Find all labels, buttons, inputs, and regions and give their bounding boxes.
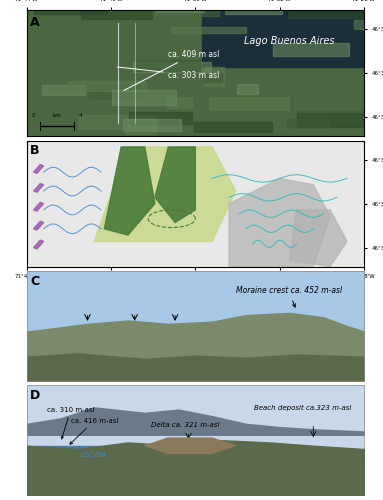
Text: km: km [53,113,62,118]
Polygon shape [34,240,44,249]
FancyBboxPatch shape [68,82,146,91]
Text: D: D [30,389,41,402]
FancyBboxPatch shape [42,85,85,95]
FancyBboxPatch shape [297,110,381,126]
Text: B: B [30,144,40,158]
Text: LGC/BA: LGC/BA [81,452,107,458]
FancyBboxPatch shape [136,60,200,70]
FancyBboxPatch shape [287,119,328,126]
FancyBboxPatch shape [273,44,349,56]
Text: Delta ca. 321 m-asl: Delta ca. 321 m-asl [151,422,219,428]
FancyBboxPatch shape [123,118,181,132]
Polygon shape [34,221,44,230]
FancyBboxPatch shape [209,96,289,110]
Text: Moraine crest ca. 452 m-asl: Moraine crest ca. 452 m-asl [236,286,342,307]
FancyBboxPatch shape [81,4,152,19]
FancyBboxPatch shape [171,26,246,33]
FancyBboxPatch shape [112,90,176,105]
FancyBboxPatch shape [133,62,211,72]
Text: Beach deposit ca.323 m-asl: Beach deposit ca.323 m-asl [254,404,352,410]
FancyBboxPatch shape [237,84,258,94]
FancyBboxPatch shape [153,2,219,16]
FancyBboxPatch shape [298,100,375,112]
Text: C: C [30,274,39,287]
Text: 4: 4 [79,113,82,118]
FancyBboxPatch shape [88,86,141,98]
Polygon shape [229,178,330,266]
FancyBboxPatch shape [194,122,272,132]
Text: A: A [30,16,40,30]
FancyBboxPatch shape [132,62,186,70]
FancyBboxPatch shape [224,4,282,15]
Polygon shape [94,147,236,242]
FancyBboxPatch shape [126,119,156,134]
Polygon shape [104,147,155,235]
Text: ca. 303 m asl: ca. 303 m asl [117,67,220,80]
Polygon shape [34,184,44,192]
FancyBboxPatch shape [204,67,224,86]
Polygon shape [202,10,364,66]
Polygon shape [290,210,347,266]
FancyBboxPatch shape [203,74,221,82]
Text: ca. 409 m asl: ca. 409 m asl [124,50,220,90]
Polygon shape [155,147,195,222]
FancyBboxPatch shape [354,20,383,29]
FancyBboxPatch shape [34,5,107,14]
FancyBboxPatch shape [288,4,365,18]
FancyBboxPatch shape [167,98,192,108]
Text: Lago Buenos Aires: Lago Buenos Aires [244,36,335,46]
Polygon shape [34,202,44,211]
Polygon shape [34,164,44,173]
FancyBboxPatch shape [178,121,259,134]
FancyBboxPatch shape [129,112,192,124]
Text: ca. 416 m-asl: ca. 416 m-asl [70,418,118,444]
Text: 0: 0 [32,113,35,118]
Polygon shape [145,438,236,454]
FancyBboxPatch shape [156,0,204,12]
Text: ca. 310 m-asl: ca. 310 m-asl [47,406,95,439]
FancyBboxPatch shape [79,115,155,128]
